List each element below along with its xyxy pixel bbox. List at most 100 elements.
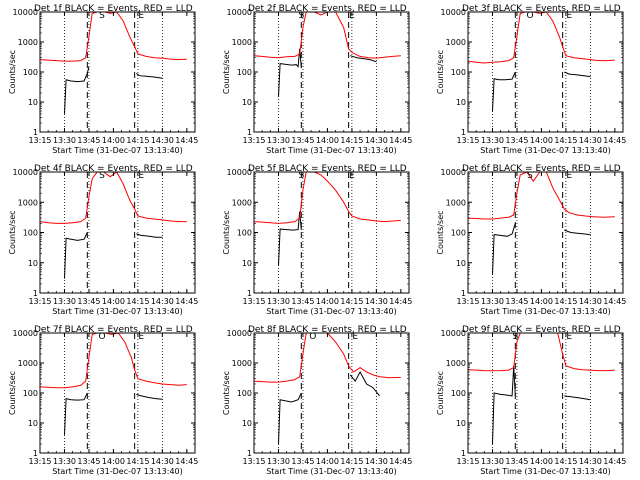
x-tick-label: 14:15 — [340, 136, 363, 145]
events-series-line — [564, 71, 591, 78]
x-tick-label: 14:15 — [126, 457, 149, 466]
y-tick-label: 10 — [242, 98, 252, 107]
y-tick-label: 100 — [451, 389, 466, 398]
events-series-line — [350, 55, 377, 63]
y-tick-label: 100 — [23, 68, 38, 77]
y-tick-label: 1000 — [446, 38, 466, 47]
y-tick-label: 1 — [461, 449, 466, 458]
plot-frame — [253, 171, 410, 294]
events-series-line — [278, 211, 302, 266]
x-tick-label: 13:15 — [242, 136, 265, 145]
panel-title: Det 8f BLACK = Events, RED = LLD — [248, 325, 407, 335]
panel-title: Det 5f BLACK = Events, RED = LLD — [248, 164, 407, 174]
y-tick-label: 10 — [242, 259, 252, 268]
y-tick-label: 1 — [461, 289, 466, 298]
detector-panel-5: Det 5f BLACK = Events, RED = LLDSE13:151… — [222, 164, 412, 316]
y-tick-label: 1 — [247, 128, 252, 137]
events-series-line — [136, 233, 163, 238]
plot-frame — [39, 171, 196, 294]
y-tick-label: 100 — [451, 68, 466, 77]
x-tick-label: 13:45 — [77, 297, 100, 306]
x-tick-label: 14:15 — [126, 297, 149, 306]
x-tick-label: 14:45 — [603, 136, 626, 145]
interval-marker: S — [298, 11, 304, 21]
x-tick-label: 13:30 — [53, 457, 76, 466]
x-tick-label: 13:30 — [267, 297, 290, 306]
x-tick-label: 13:30 — [267, 457, 290, 466]
x-tick-label: 14:00 — [102, 457, 125, 466]
interval-marker: S — [512, 332, 518, 342]
x-tick-label: 13:30 — [481, 457, 504, 466]
y-axis-label: Counts/sec — [436, 371, 445, 415]
x-tick-label: 13:15 — [242, 457, 265, 466]
x-tick-label: 14:30 — [579, 136, 602, 145]
x-tick-label: 13:30 — [267, 136, 290, 145]
x-tick-label: 13:45 — [77, 457, 100, 466]
y-tick-label: 10000 — [441, 8, 466, 17]
x-axis-label: Start Time (31-Dec-07 13:13:40) — [480, 467, 611, 476]
events-series-line — [278, 392, 302, 445]
y-tick-label: 1 — [33, 289, 38, 298]
y-tick-label: 100 — [451, 229, 466, 238]
y-tick-label: 1000 — [232, 359, 252, 368]
interval-marker: S — [99, 11, 105, 21]
interval-marker: S — [99, 171, 105, 181]
interval-marker: E — [352, 332, 358, 342]
x-axis-label: Start Time (31-Dec-07 13:13:40) — [480, 307, 611, 316]
x-tick-label: 14:00 — [102, 297, 125, 306]
x-tick-label: 14:15 — [554, 297, 577, 306]
y-tick-label: 10 — [28, 98, 38, 107]
x-tick-label: 14:45 — [603, 297, 626, 306]
y-tick-label: 1000 — [18, 359, 38, 368]
x-tick-label: 13:30 — [53, 136, 76, 145]
x-tick-label: 14:30 — [579, 297, 602, 306]
x-tick-label: 13:15 — [28, 136, 51, 145]
y-tick-label: 1000 — [446, 198, 466, 207]
interval-marker: E — [566, 332, 572, 342]
panel-title: Det 9f BLACK = Events, RED = LLD — [462, 325, 621, 335]
x-tick-label: 14:00 — [316, 297, 339, 306]
lld-series-line — [254, 12, 401, 59]
interval-marker: S — [527, 171, 533, 181]
y-axis-label: Counts/sec — [222, 210, 231, 254]
panel-title: Det 1f BLACK = Events, RED = LLD — [34, 4, 193, 14]
y-tick-label: 1 — [247, 289, 252, 298]
x-axis-label: Start Time (31-Dec-07 13:13:40) — [480, 146, 611, 155]
panel-title: Det 3f BLACK = Events, RED = LLD — [462, 4, 621, 14]
interval-marker: E — [566, 171, 572, 181]
interval-marker: E — [138, 332, 144, 342]
interval-marker: E — [566, 11, 572, 21]
x-axis-label: Start Time (31-Dec-07 13:13:40) — [52, 146, 183, 155]
x-axis-label: Start Time (31-Dec-07 13:13:40) — [266, 467, 397, 476]
x-tick-label: 13:45 — [505, 136, 528, 145]
events-series-line — [64, 232, 88, 279]
plot-frame — [467, 171, 624, 294]
interval-marker: O — [98, 332, 105, 342]
x-tick-label: 14:15 — [554, 136, 577, 145]
panel-title: Det 4f BLACK = Events, RED = LLD — [34, 164, 193, 174]
events-series-line — [492, 223, 516, 275]
y-tick-label: 10 — [28, 419, 38, 428]
plot-frame — [39, 332, 196, 454]
x-tick-label: 14:30 — [151, 297, 174, 306]
y-tick-label: 10000 — [227, 8, 252, 17]
x-tick-label: 13:45 — [505, 457, 528, 466]
plot-frame — [467, 11, 624, 133]
x-tick-label: 13:15 — [28, 457, 51, 466]
plot-frame — [467, 332, 624, 454]
interval-marker: S — [298, 171, 304, 181]
x-tick-label: 14:45 — [389, 136, 412, 145]
x-tick-label: 13:15 — [28, 297, 51, 306]
y-tick-label: 1000 — [18, 38, 38, 47]
y-tick-label: 10 — [28, 259, 38, 268]
y-axis-label: Counts/sec — [436, 210, 445, 254]
y-tick-label: 100 — [237, 68, 252, 77]
panel-title: Det 6f BLACK = Events, RED = LLD — [462, 164, 621, 174]
plot-frame — [253, 332, 410, 454]
y-axis-label: Counts/sec — [222, 50, 231, 94]
events-series-line — [64, 392, 88, 435]
interval-marker: E — [138, 171, 144, 181]
x-axis-label: Start Time (31-Dec-07 13:13:40) — [266, 307, 397, 316]
